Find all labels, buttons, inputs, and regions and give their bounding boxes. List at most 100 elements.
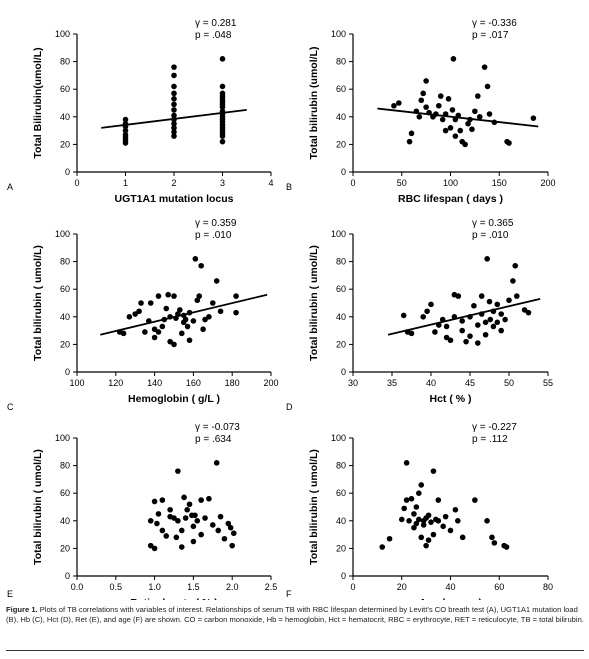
data-point-c	[213, 278, 220, 284]
data-point-f	[423, 542, 429, 549]
x-tick-label-d: 50	[504, 378, 514, 388]
y-tick-label-a: 40	[60, 112, 70, 122]
data-point-b	[476, 114, 483, 120]
y-axis-title-f: Total bilirubin ( umol/L)	[308, 449, 320, 565]
stat-r-d: γ = 0.365	[472, 218, 514, 229]
data-point-a	[219, 138, 226, 145]
data-point-c	[132, 311, 138, 317]
data-point-d	[447, 337, 454, 344]
data-point-c	[186, 337, 193, 344]
data-point-c	[142, 329, 148, 335]
data-point-d	[521, 307, 528, 313]
data-point-d	[482, 331, 489, 338]
data-point-c	[217, 308, 224, 315]
y-axis-title-c: Total bilirubin ( umol/L)	[32, 245, 44, 361]
data-point-a	[122, 123, 129, 130]
y-tick-label-f: 80	[336, 461, 346, 471]
data-point-d	[443, 323, 450, 330]
data-point-c	[159, 323, 166, 330]
data-point-f	[403, 460, 410, 466]
data-point-f	[489, 534, 495, 541]
data-point-e	[155, 511, 162, 517]
stat-p-d: p = .010	[472, 230, 509, 241]
data-point-e	[171, 515, 177, 521]
x-tick-label-f: 40	[445, 582, 455, 592]
data-point-f	[413, 504, 420, 510]
stat-r-e: γ = -0.073	[195, 422, 240, 433]
stat-p-e: p = .634	[195, 434, 232, 445]
stat-r-c: γ = 0.359	[195, 218, 237, 229]
data-point-a	[171, 64, 177, 70]
x-tick-label-d: 40	[426, 378, 436, 388]
data-point-a	[171, 72, 177, 79]
data-point-f	[386, 535, 393, 542]
data-point-e	[198, 531, 204, 538]
y-axis-title-d: Total bilirubin ( umol/L)	[308, 245, 320, 361]
y-tick-label-e: 60	[60, 488, 70, 498]
data-point-b	[413, 108, 420, 115]
stat-r-f: γ = -0.227	[472, 422, 517, 433]
x-tick-label-f: 20	[397, 582, 407, 592]
x-tick-label-b: 150	[492, 178, 507, 188]
x-tick-label-a: 0	[74, 178, 79, 188]
data-point-a	[219, 104, 226, 110]
data-point-d	[432, 329, 438, 335]
data-point-c	[161, 316, 168, 323]
data-point-e	[175, 468, 181, 474]
data-point-d	[467, 314, 473, 320]
data-point-c	[151, 334, 158, 341]
data-point-e	[159, 527, 166, 534]
x-tick-label-c: 100	[69, 378, 84, 388]
data-point-c	[136, 308, 142, 315]
data-point-c	[178, 330, 185, 337]
y-tick-label-b: 80	[336, 57, 346, 67]
data-point-b	[491, 119, 498, 126]
data-point-d	[512, 262, 519, 269]
data-point-d	[478, 293, 485, 299]
data-point-e	[202, 515, 208, 521]
data-point-c	[202, 316, 208, 323]
data-point-c	[184, 323, 191, 330]
data-point-c	[155, 293, 162, 299]
y-tick-label-d: 100	[331, 229, 346, 239]
data-point-b	[437, 93, 444, 99]
data-point-a	[171, 101, 177, 108]
data-point-b	[475, 93, 481, 99]
data-point-f	[379, 544, 386, 550]
data-point-d	[424, 308, 430, 315]
data-point-b	[449, 107, 456, 113]
caption-text: Plots of TB correlations with variables …	[6, 605, 584, 624]
x-tick-label-a: 4	[268, 178, 273, 188]
data-point-e	[210, 522, 216, 528]
x-tick-label-c: 160	[186, 378, 201, 388]
data-point-a	[171, 112, 177, 119]
data-point-e	[213, 460, 220, 466]
y-tick-label-e: 0	[65, 571, 70, 581]
y-tick-label-c: 0	[65, 367, 70, 377]
data-point-f	[416, 490, 422, 497]
data-point-e	[206, 495, 212, 502]
y-tick-label-f: 60	[336, 488, 346, 498]
data-point-d	[428, 301, 434, 308]
x-axis-title-e: Reticulocyte ( % )	[130, 597, 218, 600]
y-tick-label-c: 40	[60, 312, 70, 322]
data-point-a	[171, 120, 177, 127]
data-point-d	[490, 308, 497, 315]
data-point-c	[198, 262, 204, 269]
data-point-b	[426, 109, 432, 116]
x-tick-label-f: 0	[350, 582, 355, 592]
data-point-d	[498, 311, 505, 317]
data-point-d	[510, 278, 516, 284]
data-point-c	[138, 300, 144, 306]
data-point-e	[178, 527, 185, 534]
stat-p-a: p = .048	[195, 30, 232, 41]
data-point-e	[186, 501, 193, 508]
data-point-e	[175, 518, 181, 524]
y-tick-label-b: 40	[336, 112, 346, 122]
data-point-f	[411, 511, 417, 517]
data-point-a	[171, 133, 177, 139]
y-tick-label-d: 60	[336, 284, 346, 294]
data-point-b	[469, 126, 475, 133]
x-tick-label-c: 200	[263, 378, 278, 388]
data-point-e	[198, 497, 204, 503]
